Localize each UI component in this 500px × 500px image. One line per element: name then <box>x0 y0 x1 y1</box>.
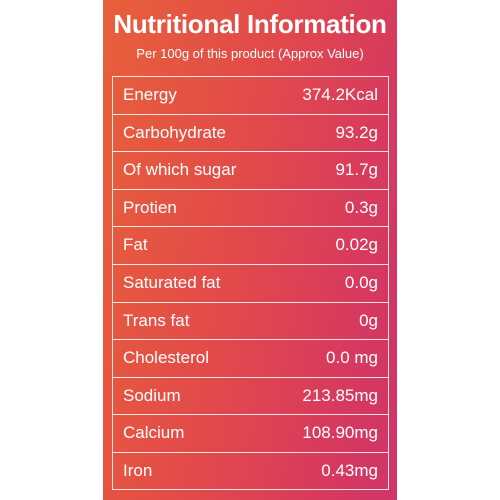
nutrient-value: 0.43mg <box>321 461 378 480</box>
table-row: Carbohydrate 93.2g <box>113 115 388 153</box>
nutrient-name: Calcium <box>123 423 185 443</box>
table-row: Trans fat 0g <box>113 303 388 341</box>
table-row: Of which sugar 91.7g <box>113 152 388 190</box>
nutrient-value: 0.3g <box>344 197 378 217</box>
nutrient-name: Iron <box>123 461 153 480</box>
nutrient-value: 213.85mg <box>302 385 378 405</box>
table-row: Energy 374.2Kcal <box>113 77 388 115</box>
table-row: Sodium 213.85mg <box>113 378 388 416</box>
nutrient-value: 0.02g <box>335 235 378 255</box>
nutrient-value: 0.0 mg <box>326 348 378 368</box>
nutrient-value: 374.2Kcal <box>302 85 378 104</box>
nutrition-table: Energy 374.2Kcal Carbohydrate 93.2g Of w… <box>112 76 389 490</box>
nutrient-name: Fat <box>123 235 148 255</box>
nutrient-value: 108.90mg <box>302 423 378 443</box>
nutrient-name: Protien <box>123 197 177 217</box>
nutrient-name: Energy <box>123 85 177 104</box>
label-title: Nutritional Information <box>113 9 387 39</box>
nutrient-name: Of which sugar <box>123 160 237 180</box>
table-row: Calcium 108.90mg <box>113 415 388 453</box>
nutrient-value: 0g <box>359 310 378 330</box>
nutrient-name: Saturated fat <box>123 273 221 292</box>
nutrient-value: 93.2g <box>335 122 378 142</box>
nutrient-name: Sodium <box>123 385 181 405</box>
nutrient-value: 0.0g <box>344 273 378 292</box>
nutrient-value: 91.7g <box>335 160 378 180</box>
label-subtitle: Per 100g of this product (Approx Value) <box>136 46 364 61</box>
nutrient-name: Carbohydrate <box>123 122 227 142</box>
nutrient-name: Cholesterol <box>123 348 209 368</box>
nutrient-name: Trans fat <box>123 310 190 330</box>
table-row: Protien 0.3g <box>113 190 388 228</box>
table-row: Iron 0.43mg <box>113 453 388 491</box>
table-row: Cholesterol 0.0 mg <box>113 340 388 378</box>
nutrition-label: Nutritional Information Per 100g of this… <box>103 0 397 500</box>
table-row: Fat 0.02g <box>113 227 388 265</box>
table-row: Saturated fat 0.0g <box>113 265 388 303</box>
